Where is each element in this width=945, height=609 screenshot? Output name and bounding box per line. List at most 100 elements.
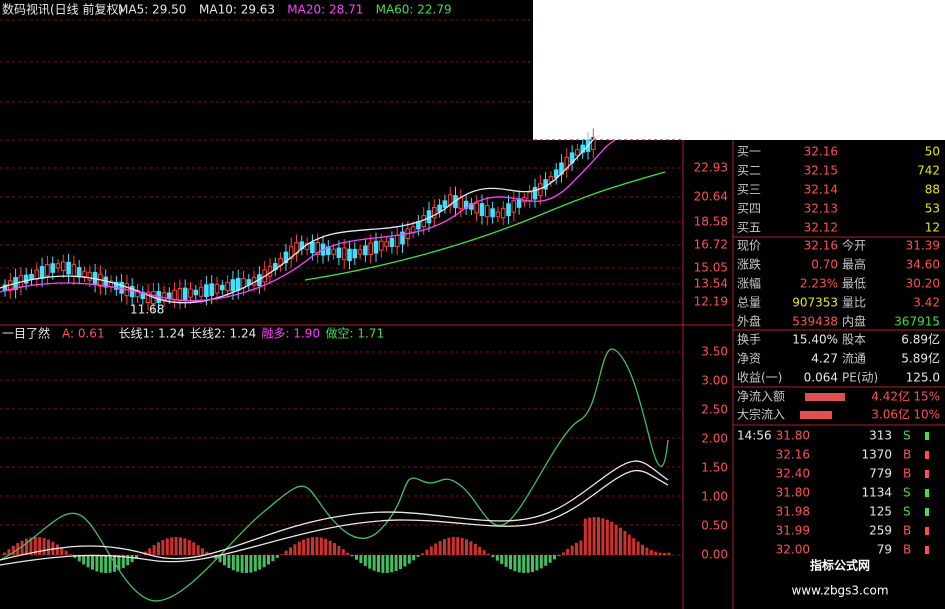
indicator-bar (91, 555, 94, 570)
indicator-bar (51, 541, 55, 555)
candle-body (220, 284, 225, 291)
candle-body (458, 197, 464, 210)
indicator-bar (126, 555, 130, 566)
candle-body (172, 289, 177, 301)
indicator-bar (33, 537, 37, 555)
candle-body (394, 234, 400, 247)
candle-body (532, 186, 538, 200)
candle-body (198, 286, 204, 297)
indicator-bar (135, 555, 138, 559)
flow-percent: 10% (913, 408, 940, 422)
candle-body (177, 287, 183, 301)
indicator-bar (667, 552, 671, 555)
tick-price: 32.16 (776, 448, 810, 462)
candle-body (23, 274, 29, 284)
candle-body (336, 247, 342, 258)
candle-body (553, 169, 559, 179)
indicator-bar (663, 552, 666, 555)
tick-bar (925, 508, 929, 516)
stat-value: 539438 (792, 315, 838, 329)
indicator-bar (328, 540, 332, 555)
candle-body (283, 251, 289, 264)
candle-body (368, 242, 373, 256)
flow-label: 净流入额 (737, 390, 785, 404)
watermark-title: 指标公式网 (810, 558, 870, 573)
stat-value: 2.23% (800, 277, 838, 291)
bid-price: 32.13 (804, 202, 838, 216)
indicator-axis-label: 1.50 (701, 461, 728, 475)
indicator-bar (245, 555, 248, 573)
indicator-bar (592, 517, 596, 555)
indicator-bar (236, 555, 240, 572)
candle-body (188, 288, 193, 298)
tick-volume: 125 (869, 505, 892, 519)
bid-price: 32.14 (804, 183, 838, 197)
tick-side: B (903, 448, 911, 462)
indicator-line (0, 460, 669, 561)
tick-bar (925, 451, 929, 459)
indicator-bar (522, 555, 526, 573)
indicator-bar (60, 547, 64, 555)
indicator-bar (262, 555, 266, 568)
indicator-bar (148, 548, 152, 555)
indicator-bar (187, 540, 191, 555)
indicator-bar (20, 540, 24, 555)
indicator-bar (579, 540, 583, 555)
indicator-bar (623, 531, 627, 555)
indicator-title: 一目了然 (2, 326, 50, 341)
indicator-bar (280, 554, 284, 555)
indicator-axis-label: 2.00 (701, 432, 728, 446)
indicator-bar (77, 555, 81, 562)
tick-bar (925, 432, 929, 440)
indicator-bar (465, 539, 468, 555)
tick-side: B (903, 524, 911, 538)
tick-side: S (903, 505, 911, 519)
stat-label: 涨幅 (737, 276, 761, 291)
indicator-bar (399, 555, 402, 570)
fundamental-label: 股本 (842, 333, 866, 347)
indicator-bar (473, 543, 477, 555)
indicator-bar (438, 541, 442, 555)
price-axis-label: 22.93 (694, 161, 728, 175)
indicator-bar (7, 549, 11, 555)
tick-volume: 1370 (861, 448, 892, 462)
indicator-bar (214, 555, 218, 559)
indicator-bar (311, 537, 314, 555)
candle-body (384, 241, 389, 247)
indicator-bar (614, 524, 618, 555)
indicator-bar (306, 538, 310, 555)
indicator-bar (636, 541, 640, 555)
indicator-bar (350, 555, 354, 557)
chart-title: 数码视讯(日线 前复权) (2, 2, 123, 17)
candle-body (288, 246, 294, 260)
indicator-bar (539, 555, 543, 569)
indicator-bar (632, 538, 636, 555)
stat-label: 今开 (842, 238, 866, 253)
indicator-bar (583, 518, 587, 555)
stat-value: 907353 (792, 296, 838, 310)
indicator-bar (355, 555, 358, 560)
fundamental-value: 125.0 (906, 371, 940, 385)
fundamental-label: 流通 (842, 352, 866, 366)
price-axis-label: 16.72 (694, 238, 728, 252)
candle-body (193, 289, 199, 296)
stat-value: 0.70 (811, 258, 838, 272)
candle-body (50, 263, 56, 273)
indicator-bar (47, 539, 50, 555)
bid-volume: 742 (917, 164, 940, 178)
fundamental-value: 5.89亿 (901, 351, 940, 366)
indicator-bar (517, 555, 521, 573)
indicator-bar (645, 547, 649, 555)
indicator-bar (487, 553, 490, 555)
indicator-bar (619, 527, 622, 555)
ma-legend: MA60: 22.79 (376, 3, 452, 17)
indicator-bar (649, 549, 653, 555)
candle-body (66, 261, 71, 275)
indicator-bar (535, 555, 539, 571)
bid-volume: 50 (925, 145, 940, 159)
stat-label: 最低 (842, 277, 866, 291)
fundamental-value: 0.064 (804, 371, 838, 385)
indicator-bar (385, 555, 389, 573)
candle-body (437, 204, 442, 212)
